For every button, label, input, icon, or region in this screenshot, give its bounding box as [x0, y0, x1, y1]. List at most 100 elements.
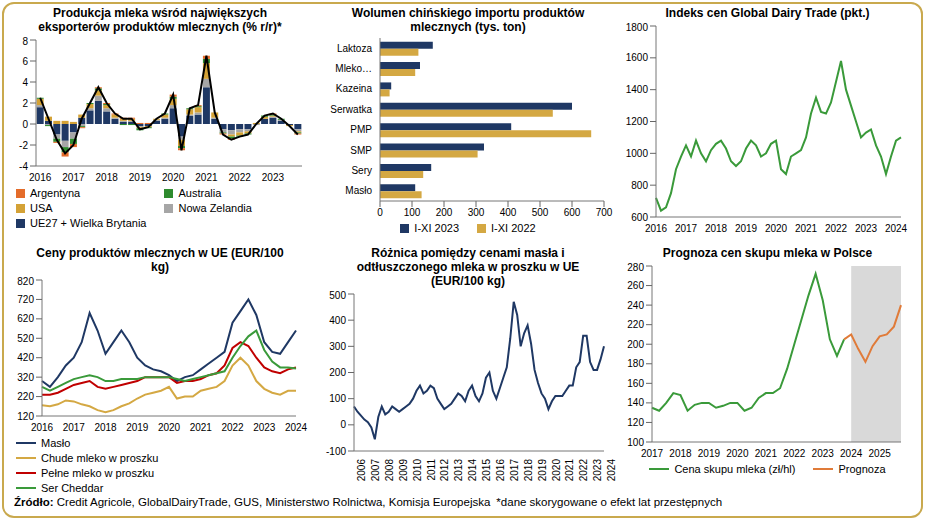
- svg-text:1400: 1400: [626, 84, 649, 95]
- svg-text:2017: 2017: [641, 448, 664, 459]
- svg-text:300: 300: [329, 341, 346, 352]
- svg-text:2024: 2024: [606, 459, 617, 482]
- svg-text:2017: 2017: [675, 223, 698, 234]
- svg-text:2020: 2020: [162, 172, 185, 183]
- svg-text:Masło: Masło: [345, 185, 372, 196]
- svg-text:2018: 2018: [669, 448, 692, 459]
- svg-text:2024: 2024: [885, 223, 908, 234]
- svg-text:260: 260: [627, 280, 644, 291]
- svg-text:2023: 2023: [592, 459, 603, 482]
- svg-text:2025: 2025: [869, 448, 892, 459]
- svg-text:2013: 2013: [453, 459, 464, 482]
- svg-text:-2: -2: [19, 140, 28, 151]
- svg-text:2024: 2024: [840, 448, 863, 459]
- svg-text:180: 180: [627, 358, 644, 369]
- svg-text:2020: 2020: [551, 459, 562, 482]
- svg-text:2006: 2006: [356, 459, 367, 482]
- svg-text:SMP: SMP: [350, 145, 372, 156]
- svg-text:2020: 2020: [726, 448, 749, 459]
- svg-text:2022: 2022: [229, 172, 252, 183]
- svg-text:2023: 2023: [812, 448, 835, 459]
- svg-text:520: 520: [17, 333, 34, 344]
- svg-text:2014: 2014: [467, 459, 478, 482]
- svg-text:320: 320: [17, 372, 34, 383]
- svg-text:200: 200: [436, 207, 453, 218]
- svg-text:200: 200: [627, 339, 644, 350]
- svg-text:2022: 2022: [825, 223, 848, 234]
- svg-text:220: 220: [17, 391, 34, 402]
- svg-text:2018: 2018: [96, 172, 119, 183]
- svg-text:2: 2: [22, 98, 28, 109]
- svg-text:2017: 2017: [63, 422, 86, 433]
- svg-text:2009: 2009: [398, 459, 409, 482]
- svg-text:-4: -4: [19, 161, 28, 172]
- svg-text:140: 140: [627, 397, 644, 408]
- svg-text:2016: 2016: [31, 422, 54, 433]
- svg-text:2021: 2021: [755, 448, 778, 459]
- svg-text:2011: 2011: [426, 459, 437, 481]
- svg-text:2019: 2019: [698, 448, 721, 459]
- svg-text:0: 0: [22, 119, 28, 130]
- svg-text:800: 800: [631, 180, 648, 191]
- svg-text:400: 400: [329, 315, 346, 326]
- svg-text:2024: 2024: [285, 422, 308, 433]
- svg-text:220: 220: [627, 319, 644, 330]
- svg-text:Mleko…: Mleko…: [335, 63, 372, 74]
- svg-text:2017: 2017: [62, 172, 85, 183]
- svg-text:100: 100: [627, 437, 644, 448]
- svg-text:2018: 2018: [94, 422, 117, 433]
- svg-text:720: 720: [17, 294, 34, 305]
- svg-text:2019: 2019: [537, 459, 548, 482]
- svg-text:Laktoza: Laktoza: [337, 43, 372, 54]
- svg-text:6: 6: [22, 56, 28, 67]
- svg-text:2012: 2012: [439, 459, 450, 482]
- svg-text:2019: 2019: [735, 223, 758, 234]
- svg-text:2018: 2018: [523, 459, 534, 482]
- svg-text:620: 620: [17, 313, 34, 324]
- svg-text:2021: 2021: [195, 172, 218, 183]
- svg-text:2022: 2022: [783, 448, 806, 459]
- svg-text:1800: 1800: [626, 22, 649, 33]
- svg-text:200: 200: [329, 367, 346, 378]
- svg-text:Serwatka: Serwatka: [330, 104, 372, 115]
- svg-text:120: 120: [17, 411, 34, 422]
- svg-text:2021: 2021: [564, 459, 575, 482]
- svg-text:2019: 2019: [129, 172, 152, 183]
- svg-text:160: 160: [627, 378, 644, 389]
- svg-text:2016: 2016: [495, 459, 506, 482]
- svg-text:2007: 2007: [370, 459, 381, 482]
- svg-text:2008: 2008: [384, 459, 395, 482]
- svg-text:400: 400: [500, 207, 517, 218]
- svg-text:2022: 2022: [221, 422, 244, 433]
- svg-text:2010: 2010: [412, 459, 423, 482]
- svg-text:420: 420: [17, 352, 34, 363]
- svg-text:2016: 2016: [29, 172, 52, 183]
- svg-text:2022: 2022: [578, 459, 589, 482]
- svg-text:280: 280: [627, 262, 644, 273]
- svg-text:2015: 2015: [481, 459, 492, 482]
- svg-text:300: 300: [468, 207, 485, 218]
- svg-text:2021: 2021: [190, 422, 213, 433]
- svg-text:1600: 1600: [626, 52, 649, 63]
- svg-text:PMP: PMP: [350, 124, 372, 135]
- svg-text:700: 700: [596, 207, 613, 218]
- svg-text:0: 0: [377, 207, 383, 218]
- svg-text:8: 8: [22, 36, 28, 47]
- svg-text:820: 820: [17, 276, 34, 287]
- svg-text:100: 100: [404, 207, 421, 218]
- svg-text:2023: 2023: [855, 223, 878, 234]
- svg-text:Sery: Sery: [351, 165, 372, 176]
- svg-text:240: 240: [627, 300, 644, 311]
- svg-text:Kazeina: Kazeina: [336, 83, 373, 94]
- svg-text:2019: 2019: [126, 422, 149, 433]
- svg-text:120: 120: [627, 417, 644, 428]
- svg-text:4: 4: [22, 77, 28, 88]
- svg-text:2016: 2016: [645, 223, 668, 234]
- svg-text:500: 500: [329, 290, 346, 301]
- svg-text:500: 500: [532, 207, 549, 218]
- svg-text:-100: -100: [326, 446, 346, 457]
- svg-text:600: 600: [631, 212, 648, 223]
- svg-text:2023: 2023: [253, 422, 276, 433]
- svg-text:2020: 2020: [158, 422, 181, 433]
- svg-text:600: 600: [564, 207, 581, 218]
